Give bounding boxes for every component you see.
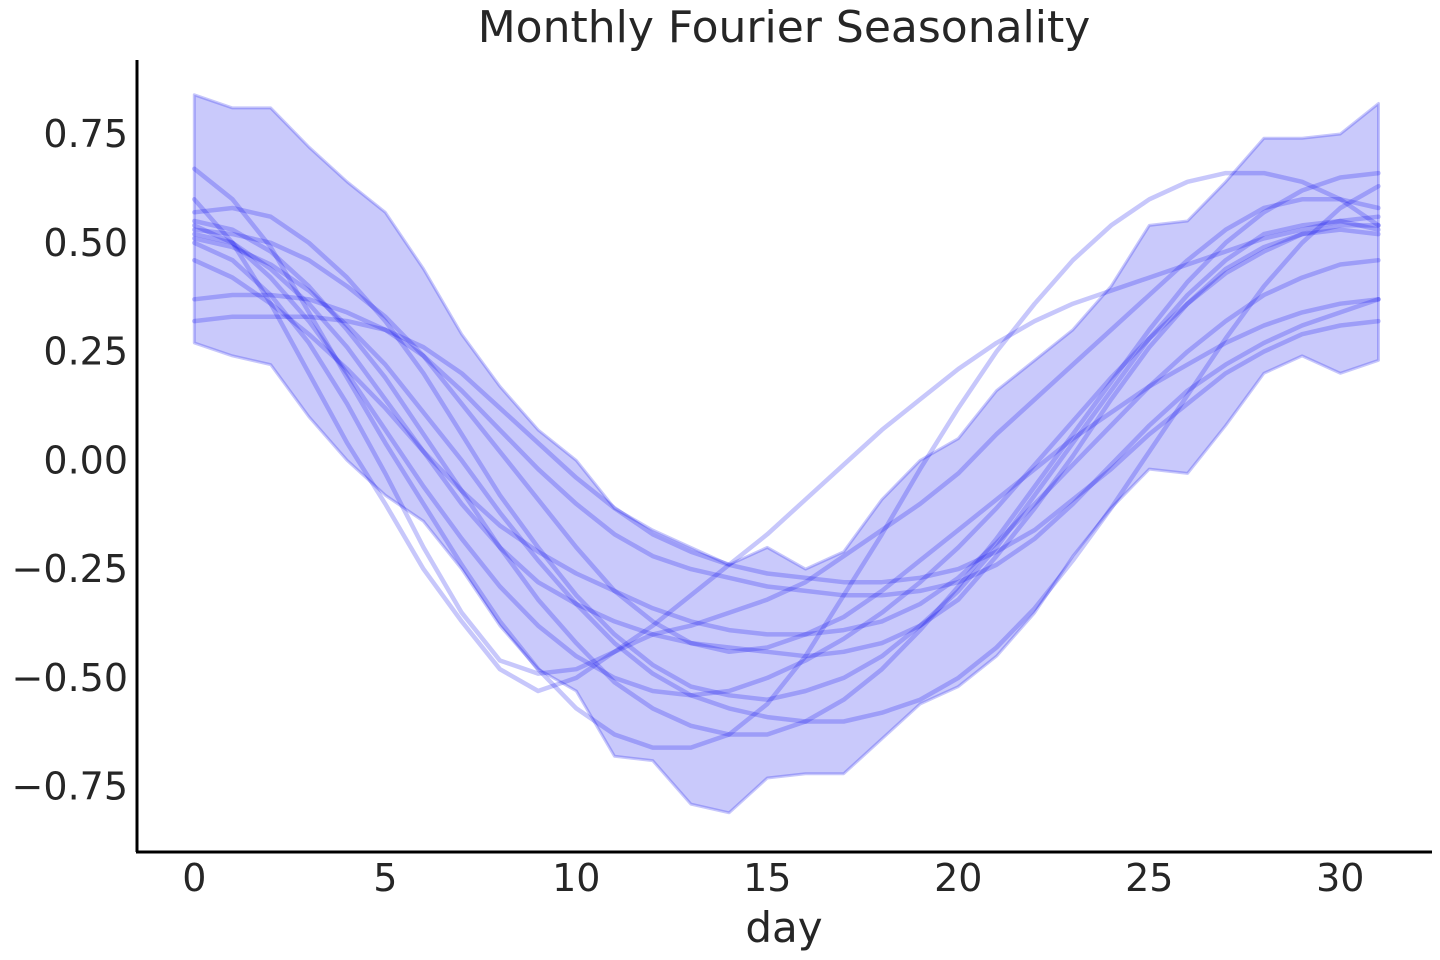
- x-tick-label: 30: [1316, 856, 1364, 900]
- x-tick-label: 10: [552, 856, 600, 900]
- series-line-5: [192, 257, 1381, 637]
- x-tick-label: 25: [1125, 856, 1173, 900]
- y-tick-label: 0.00: [43, 438, 128, 482]
- x-tick-label: 15: [743, 856, 791, 900]
- uncertainty-band-layer: [192, 93, 1380, 815]
- y-tick-label: 0.75: [43, 112, 128, 156]
- x-axis-label: day: [745, 903, 822, 952]
- y-tick-labels: −0.75 −0.50 −0.25 0.00 0.25 0.50 0.75: [12, 112, 128, 809]
- series-line-1: [192, 166, 1381, 750]
- y-tick-label: −0.25: [12, 547, 128, 591]
- x-tick-labels: 0 5 10 15 20 25 30: [182, 856, 1364, 900]
- series-line-9: [192, 214, 1381, 676]
- series-line-11: [192, 183, 1381, 724]
- y-tick-label: 0.25: [43, 330, 128, 374]
- chart-title: Monthly Fourier Seasonality: [478, 2, 1091, 53]
- x-tick-label: 20: [934, 856, 982, 900]
- series-line-2: [192, 197, 1381, 694]
- x-tick-label: 0: [182, 856, 206, 900]
- series-lines-layer: [192, 166, 1381, 750]
- series-line-8: [192, 227, 1381, 655]
- series-line-3: [192, 227, 1381, 659]
- series-line-12: [192, 223, 1381, 698]
- series-line-10: [192, 170, 1381, 737]
- series-line-7: [192, 314, 1381, 585]
- y-tick-label: −0.50: [12, 656, 128, 700]
- series-line-4: [192, 205, 1381, 702]
- series-line-6: [192, 292, 1381, 598]
- y-tick-label: −0.75: [12, 765, 128, 809]
- uncertainty-band: [192, 93, 1380, 815]
- x-tick-label: 5: [373, 856, 397, 900]
- y-tick-label: 0.50: [43, 221, 128, 265]
